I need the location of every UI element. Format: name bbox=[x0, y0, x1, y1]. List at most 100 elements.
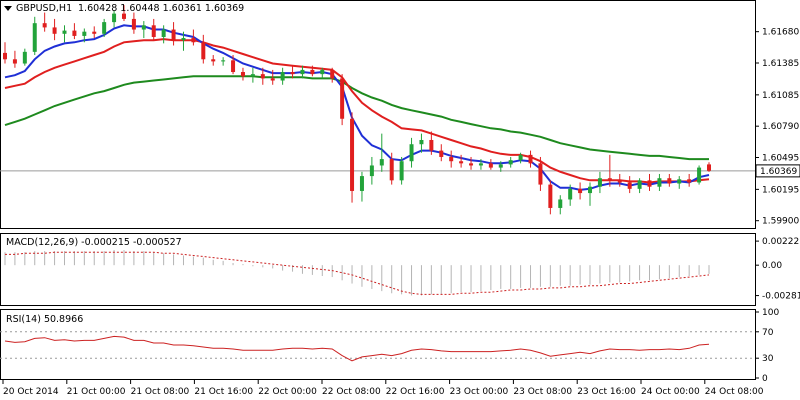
candle-body bbox=[578, 188, 583, 194]
candle bbox=[52, 18, 57, 41]
candle-body bbox=[112, 13, 117, 23]
candle-body bbox=[221, 60, 226, 62]
candle-body bbox=[558, 199, 563, 208]
rsi-panel-frame bbox=[0, 309, 756, 380]
candle-body bbox=[250, 74, 255, 77]
current-price-flag: 1.60369 bbox=[755, 164, 800, 178]
candle bbox=[637, 178, 642, 194]
candle bbox=[340, 74, 345, 126]
price-tick-label: 1.60790 bbox=[762, 122, 799, 132]
candle bbox=[369, 156, 374, 185]
candle bbox=[419, 133, 424, 153]
rsi-tick-label: 30 bbox=[762, 354, 774, 364]
candle bbox=[647, 173, 652, 191]
price-tick-label: 1.61385 bbox=[762, 59, 799, 69]
candle-body bbox=[687, 179, 692, 183]
candle-body bbox=[211, 59, 216, 62]
candle-body bbox=[52, 27, 57, 34]
candle-body bbox=[617, 180, 622, 183]
candle-body bbox=[488, 163, 493, 168]
candle-body bbox=[607, 178, 612, 181]
rsi-line bbox=[4, 335, 710, 362]
svg-text:1.60369: 1.60369 bbox=[760, 167, 797, 177]
candle bbox=[409, 137, 414, 168]
candle bbox=[320, 67, 325, 79]
candle-body bbox=[191, 38, 196, 43]
candle bbox=[260, 67, 265, 85]
candle bbox=[171, 22, 176, 46]
ema-mid-line bbox=[4, 38, 710, 184]
candle bbox=[161, 25, 166, 44]
triangle-down-icon[interactable] bbox=[4, 6, 12, 11]
candle bbox=[478, 159, 483, 170]
candle bbox=[250, 67, 255, 83]
candle-body bbox=[121, 13, 126, 19]
macd-label: MACD(12,26,9) -0.000215 -0.000527 bbox=[6, 237, 182, 248]
candle bbox=[548, 180, 553, 215]
symbol-label: GBPUSD,H1 bbox=[16, 3, 72, 14]
candle-body bbox=[538, 163, 543, 185]
candle bbox=[3, 42, 7, 64]
candle bbox=[359, 171, 364, 202]
candle-body bbox=[151, 25, 156, 37]
candle bbox=[588, 182, 593, 206]
rsi-label: RSI(14) 50.8966 bbox=[6, 314, 83, 325]
candle bbox=[42, 12, 47, 32]
candle bbox=[508, 156, 513, 168]
candle-body bbox=[82, 31, 87, 36]
time-label: 23 Oct 08:00 bbox=[513, 387, 572, 397]
candle bbox=[300, 65, 305, 79]
price-tick-label: 1.59900 bbox=[762, 217, 799, 227]
candle-body bbox=[22, 51, 27, 64]
macd-panel[interactable]: MACD(12,26,9) -0.000215 -0.000527 0.0022… bbox=[0, 233, 800, 306]
candle-body bbox=[161, 29, 166, 37]
candle bbox=[469, 156, 474, 170]
candle bbox=[32, 16, 37, 56]
candle-body bbox=[300, 69, 305, 75]
candle-body bbox=[350, 118, 355, 191]
candle bbox=[221, 57, 226, 66]
candle bbox=[310, 65, 315, 77]
candle-body bbox=[340, 78, 345, 119]
candle bbox=[131, 12, 136, 34]
candle bbox=[141, 21, 146, 39]
candle bbox=[121, 5, 126, 22]
candle-body bbox=[707, 164, 711, 171]
candle-body bbox=[637, 180, 642, 189]
time-label: 22 Oct 16:00 bbox=[386, 387, 445, 397]
ohlc-values: 1.60428 1.60448 1.60361 1.60369 bbox=[78, 3, 244, 14]
price-axis: 1.61680 1.61385 1.61085 1.60790 1.60495 1.601… bbox=[755, 28, 799, 227]
candle-body bbox=[419, 139, 424, 145]
candle bbox=[112, 10, 117, 28]
candle-body bbox=[3, 52, 7, 60]
macd-signal-line bbox=[5, 251, 710, 295]
price-panel[interactable]: 1.61680 1.61385 1.61085 1.60790 1.60495 1.601… bbox=[0, 0, 800, 229]
candle-body bbox=[449, 156, 454, 162]
candle-body bbox=[409, 144, 414, 162]
candle bbox=[697, 165, 702, 185]
candle bbox=[72, 23, 77, 40]
candle bbox=[22, 48, 27, 66]
candle bbox=[538, 156, 543, 191]
candle bbox=[240, 67, 245, 81]
candle-body bbox=[657, 178, 662, 187]
candle bbox=[270, 69, 275, 85]
candle-body bbox=[12, 59, 17, 64]
candle bbox=[488, 159, 493, 170]
candle-body bbox=[42, 23, 47, 28]
candle-body bbox=[280, 72, 285, 81]
candle bbox=[459, 154, 464, 168]
candle-body bbox=[518, 154, 523, 161]
candle bbox=[151, 18, 156, 41]
candle-body bbox=[508, 160, 513, 165]
candle bbox=[181, 31, 186, 51]
candle-body bbox=[647, 180, 652, 187]
candle-body bbox=[260, 74, 265, 79]
candle bbox=[687, 173, 692, 187]
ema-slow-line bbox=[4, 75, 709, 161]
rsi-panel[interactable]: RSI(14) 50.8966 100 70 30 0 bbox=[0, 308, 779, 384]
time-label: 20 Oct 2014 bbox=[3, 387, 59, 397]
macd-tick-label: -0.002813 bbox=[762, 292, 800, 302]
candle bbox=[280, 67, 285, 85]
